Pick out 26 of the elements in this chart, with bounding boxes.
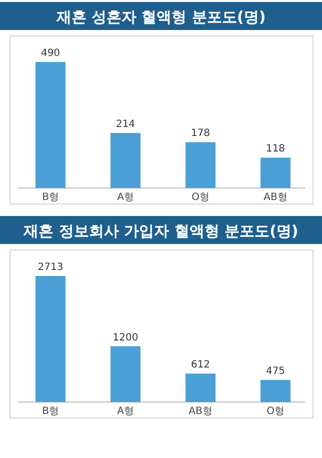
data-label: 118	[266, 144, 286, 155]
data-label: 214	[116, 118, 136, 130]
bar	[36, 62, 66, 188]
bar	[36, 276, 66, 402]
x-tick-label: B형	[42, 192, 59, 203]
x-tick-label: A형	[117, 406, 134, 417]
x-tick-label: AB형	[188, 406, 212, 417]
bar	[260, 158, 290, 188]
x-tick-label: A형	[117, 192, 134, 203]
bar	[110, 346, 140, 402]
x-tick-label: O형	[266, 406, 284, 417]
data-label: 178	[190, 128, 210, 140]
chart-title: 재혼 정보회사 가입자 혈액형 분포도(명)	[22, 222, 298, 240]
data-label: 490	[40, 48, 60, 59]
data-label: 1200	[112, 332, 138, 344]
data-label: 2713	[38, 262, 64, 273]
x-tick-label: B형	[42, 406, 59, 417]
chart-title: 재혼 성혼자 혈액형 분포도(명)	[55, 8, 266, 26]
x-tick-label: AB형	[264, 192, 288, 203]
data-label: 612	[190, 360, 210, 371]
bar	[186, 142, 216, 188]
bar	[110, 132, 140, 188]
x-tick-label: O형	[192, 192, 210, 203]
bar	[260, 380, 290, 402]
data-label: 475	[266, 366, 286, 377]
bar	[186, 374, 216, 402]
